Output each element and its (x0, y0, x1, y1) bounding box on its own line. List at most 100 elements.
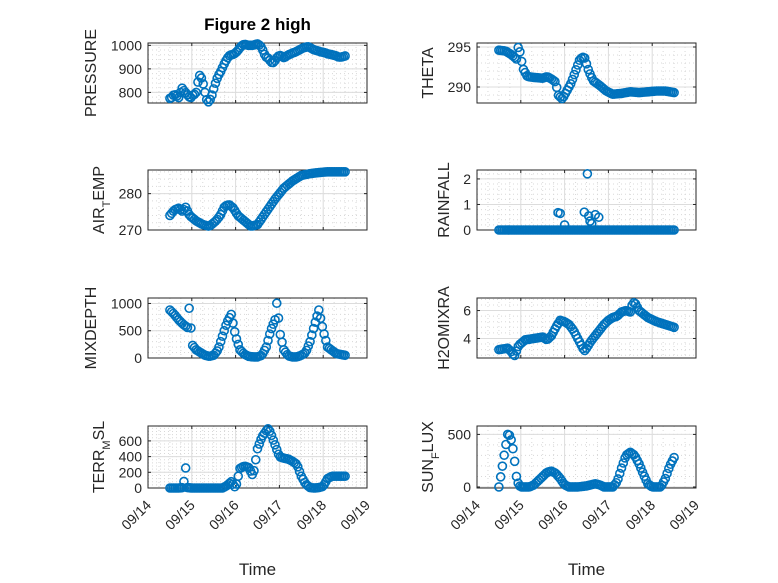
data-point (228, 318, 238, 328)
data-point (189, 89, 200, 100)
data-point (205, 94, 215, 105)
plot-border (476, 42, 697, 104)
y-axis-label-main: THETA (420, 47, 437, 99)
data-point (308, 323, 319, 334)
x-tick-label: 09/14 (118, 497, 154, 533)
data-point (499, 450, 509, 461)
y-tick-label: 2 (463, 171, 471, 187)
data-point (254, 439, 265, 449)
data-point (186, 323, 196, 333)
data-point (509, 456, 520, 467)
data-point (616, 463, 627, 473)
x-tick-label: 09/19 (337, 497, 373, 533)
x-tick-label: 09/14 (447, 497, 483, 533)
chart-pressure: 800 900 1000 PRESSURE Figure 2 high (83, 15, 368, 117)
y-axis-label: H2OMIXRA (436, 286, 453, 370)
data-point (662, 468, 672, 479)
y-tick-label: 0 (134, 350, 142, 366)
data-point (268, 435, 279, 445)
y-axis-label: TERRMSL (91, 421, 113, 493)
data-point (263, 335, 273, 346)
data-point (270, 440, 280, 450)
y-tick-label: 6 (463, 303, 471, 319)
data-point (215, 336, 226, 347)
data-point (319, 329, 329, 339)
data-point (321, 335, 331, 346)
data-point (208, 84, 219, 94)
data-point (305, 336, 315, 347)
data-point (571, 65, 581, 75)
y-tick-label: 500 (448, 426, 472, 442)
data-point (340, 471, 350, 482)
data-point (581, 58, 592, 69)
data-point (249, 465, 259, 476)
y-tick-label: 500 (119, 323, 143, 339)
y-axis-label-main: PRESSURE (83, 29, 100, 117)
data-point (567, 74, 578, 85)
y-axis-label: PRESSURE (83, 29, 100, 117)
data-point (340, 350, 350, 361)
y-tick-label: 200 (119, 464, 143, 480)
data-point (184, 303, 194, 314)
data-point (511, 471, 522, 482)
x-tick-label: 09/15 (162, 497, 198, 533)
data-point (180, 321, 191, 331)
x-tick-label: 09/16 (535, 497, 571, 533)
data-point (340, 167, 350, 177)
y-tick-label: 0 (463, 479, 471, 495)
data-point (250, 454, 261, 465)
data-point (173, 92, 184, 103)
data-point (271, 444, 282, 455)
data-point (583, 64, 594, 75)
data-point (219, 325, 230, 336)
data-point (231, 334, 242, 344)
data-point (660, 473, 671, 484)
data-point (497, 461, 508, 471)
data-point (504, 430, 515, 441)
data-point (508, 443, 518, 454)
data-point (228, 479, 238, 490)
data-point (273, 313, 284, 323)
data-point (266, 430, 277, 441)
y-axis-label: SUNFLUX (420, 421, 442, 493)
x-tick-label: 09/16 (206, 497, 242, 533)
data-point (613, 474, 623, 484)
data-point (294, 466, 305, 477)
data-point (210, 78, 221, 89)
y-tick-label: 280 (119, 186, 143, 202)
data-point (301, 345, 312, 356)
y-axis-label-main: MIXDEPTH (83, 287, 100, 370)
y-axis-label-main: AIR (91, 207, 108, 234)
y-tick-label: 900 (119, 61, 143, 77)
data-point (182, 322, 193, 333)
x-tick-label: 09/19 (666, 497, 702, 533)
chart-air_temp: 270 280 AIRTEMP (91, 166, 368, 238)
x-tick-label: 09/18 (293, 497, 329, 533)
chart-rainfall: 0 1 2 RAINFALL (436, 162, 697, 238)
plot-border (476, 297, 697, 359)
data-point (625, 307, 636, 317)
data-point (175, 204, 186, 215)
y-tick-label: 1000 (111, 295, 142, 311)
y-tick-label: 290 (448, 79, 472, 95)
y-tick-label: 270 (119, 222, 143, 238)
y-axis-label-main: TERR (91, 450, 108, 494)
y-axis-label: THETA (420, 47, 437, 99)
y-tick-label: 0 (134, 480, 142, 496)
y-axis-label-subscript: F (430, 452, 442, 459)
chart-title: Figure 2 high (204, 15, 311, 34)
data-point (515, 46, 525, 57)
data-point (261, 425, 272, 436)
data-point (593, 212, 604, 223)
y-tick-label: 400 (119, 449, 143, 465)
data-point (669, 322, 679, 333)
x-tick-label: 09/17 (578, 497, 614, 533)
data-point (226, 309, 237, 320)
y-tick-label: 295 (448, 39, 472, 55)
data-point (669, 87, 679, 98)
data-point (266, 323, 277, 334)
y-tick-label: 600 (119, 433, 143, 449)
data-point (509, 350, 520, 361)
